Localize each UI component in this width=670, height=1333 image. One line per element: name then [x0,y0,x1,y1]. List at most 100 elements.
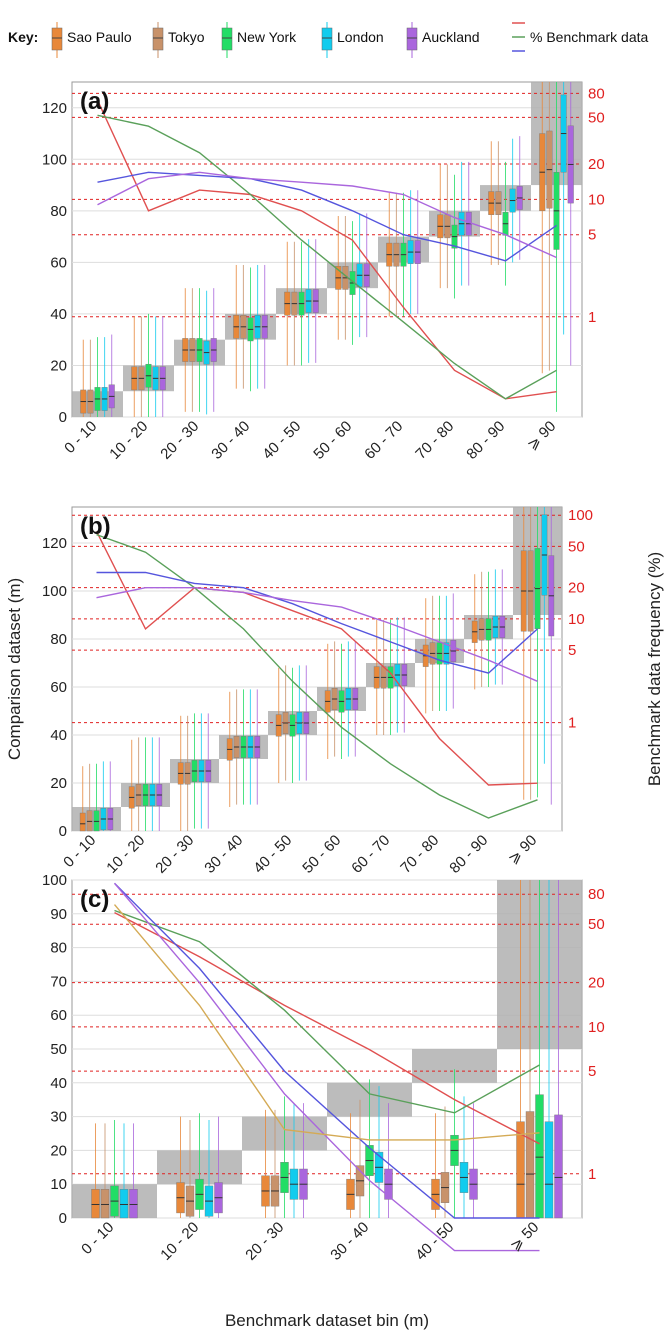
frequency-line [113,882,540,1252]
right-tick-label: 1 [588,1166,596,1183]
right-tick-label: 1 [588,309,596,326]
x-tick-label: 80 - 90 [446,832,491,877]
y-tick-label: 70 [50,973,67,990]
panel-a: 0 20 40 60 80 100 120 80 50 20 10 5 1 0 - 10 10 - 20 20… [42,81,605,463]
box [100,1189,110,1219]
right-tick-label: 10 [588,191,605,208]
x-tick-label: ⩾ 90 [524,418,560,454]
box [119,1189,129,1219]
panel-label: (b) [80,513,111,540]
y-tick-label: 120 [42,100,67,117]
box [86,810,93,832]
legend-entry-label: Auckland [422,29,480,45]
frequency-line [114,911,540,1145]
y-tick-label: 120 [42,535,67,552]
x-tick-label: 20 - 30 [157,418,202,463]
x-tick-label: 10 - 20 [106,418,151,463]
y-tick-label: 60 [50,679,67,696]
legend-key-label: Key: [8,29,38,45]
right-tick-label: 10 [588,1019,605,1036]
box [93,810,100,832]
panel-c: 0 10 20 30 40 50 60 70 80 90 100 80 50 20 10 5 1 0 - 10 10… [42,872,605,1330]
frequency-line [96,571,538,674]
y-tick-label: 10 [50,1176,67,1193]
x-tick-label: 30 - 40 [201,832,246,877]
y-tick-label: 80 [50,940,67,957]
right-tick-label: 5 [588,1063,596,1080]
x-tick-label: ⩾ 90 [505,832,541,868]
legend-swatch [221,27,233,51]
y-tick-label: 20 [50,357,67,374]
frequency-line [114,909,540,1114]
right-tick-label: 50 [588,109,605,126]
x-axis-label: Benchmark dataset bin (m) [225,1311,429,1330]
right-tick-label: 20 [568,580,585,597]
y-tick-label: 20 [50,775,67,792]
box [544,1121,554,1219]
x-tick-label: ⩾ 50 [507,1219,543,1255]
box [535,1094,544,1219]
y-tick-label: 30 [50,1109,67,1126]
panel-label: (a) [80,88,109,115]
y-tick-label: 90 [50,906,67,923]
legend-swatch [321,27,333,51]
y-tick-label: 80 [50,631,67,648]
frequency-line [113,904,540,1141]
x-tick-label: 0 - 10 [78,1219,117,1258]
y-tick-label: 60 [50,1007,67,1024]
right-tick-label: 20 [588,156,605,173]
right-tick-label: 50 [568,538,585,555]
x-tick-label: 50 - 60 [310,418,355,463]
legend-swatch [51,27,63,51]
right-tick-label: 10 [568,611,585,628]
legend-entry-label: Sao Paulo [67,29,132,45]
x-tick-label: 10 - 20 [157,1219,202,1264]
y-tick-label: 100 [42,151,67,168]
right-tick-label: 80 [588,886,605,903]
x-tick-label: 20 - 30 [152,832,197,877]
panel-label: (c) [80,886,109,913]
y-tick-label: 100 [42,872,67,889]
y-tick-label: 40 [50,727,67,744]
y-tick-label: 0 [59,409,67,426]
legend-entry-label: Tokyo [168,29,205,45]
legend: Key: Sao Paulo Tokyo New York London Auckland… [8,22,648,58]
y-tick-label: 80 [50,203,67,220]
frequency-line [97,171,557,259]
y-tick-label: 100 [42,583,67,600]
right-tick-label: 50 [588,916,605,933]
y-tick-label: 0 [59,823,67,840]
frequency-line [95,530,538,786]
right-tick-label: 1 [568,715,576,732]
x-tick-label: 20 - 30 [242,1219,287,1264]
x-tick-label: 0 - 10 [61,418,100,457]
x-tick-label: 30 - 40 [327,1219,372,1264]
frequency-line [96,533,538,819]
box [91,1189,100,1219]
box [525,1111,535,1219]
x-tick-label: 30 - 40 [208,418,253,463]
frequency-line [96,587,538,682]
x-tick-label: 70 - 80 [397,832,442,877]
y-tick-label: 50 [50,1041,67,1058]
box [129,1189,138,1219]
x-tick-label: 60 - 70 [348,832,393,877]
frequency-line [97,171,557,262]
plot-area [71,81,583,418]
x-tick-label: 10 - 20 [103,832,148,877]
frequency-line [114,882,540,1219]
legend-entry-label: London [337,29,384,45]
x-tick-label: 40 - 50 [259,418,304,463]
x-tick-label: 50 - 60 [299,832,344,877]
y-tick-label: 0 [59,1210,67,1227]
y-axis-label: Comparison dataset (m) [5,578,24,760]
legend-benchmark-label: % Benchmark data [530,29,648,45]
legend-swatch [152,27,164,51]
right-tick-label: 100 [568,507,593,524]
right-tick-label: 20 [588,975,605,992]
right-axis-label: Benchmark data frequency (%) [645,552,664,786]
x-tick-label: 70 - 80 [412,418,457,463]
x-tick-label: 40 - 50 [412,1219,457,1264]
